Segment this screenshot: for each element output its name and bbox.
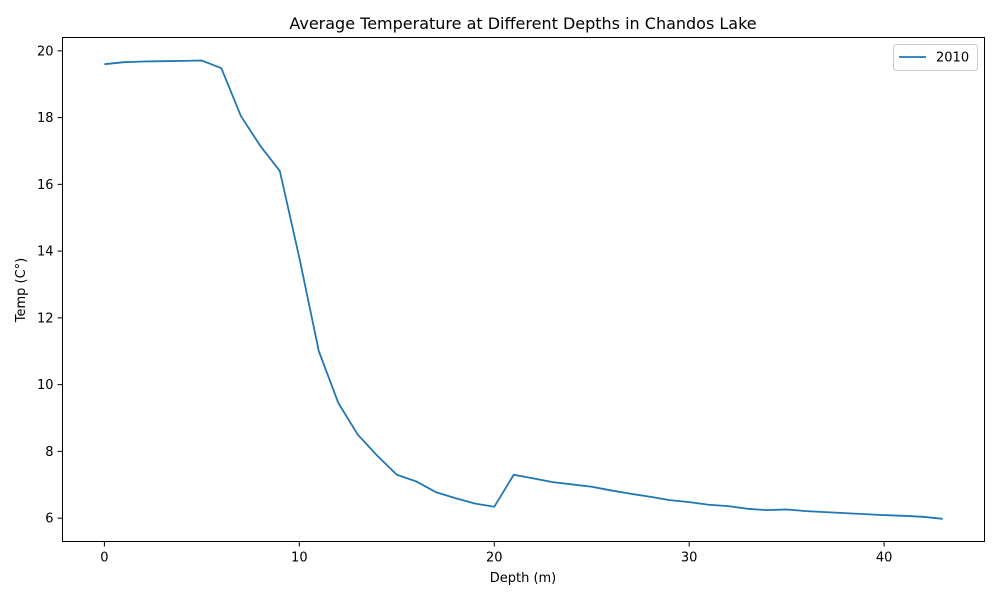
y-tick-label: 18: [37, 111, 54, 126]
y-tick-label: 10: [37, 378, 54, 393]
x-axis-label: Depth (m): [490, 571, 557, 586]
legend-label: 2010: [936, 51, 969, 66]
chart-title: Average Temperature at Different Depths …: [289, 14, 756, 33]
y-tick-label: 20: [37, 44, 54, 59]
y-tick-label: 16: [37, 178, 54, 193]
y-tick-label: 8: [45, 445, 53, 460]
y-axis-label: Temp (C°): [14, 258, 29, 324]
y-tick-label: 6: [45, 512, 53, 527]
x-axis-ticks: 0 10 20 30 40: [100, 541, 893, 566]
legend: 2010: [893, 44, 978, 71]
series-line-2010: [104, 59, 943, 520]
plot-layer: [104, 59, 943, 520]
y-tick-label: 14: [37, 245, 54, 260]
x-tick-label: 10: [291, 551, 308, 566]
plot-frame: [62, 37, 985, 542]
x-tick-label: 30: [681, 551, 698, 566]
legend-box: [893, 44, 978, 71]
x-tick-label: 40: [876, 551, 893, 566]
x-tick-label: 20: [486, 551, 503, 566]
y-tick-label: 12: [37, 311, 54, 326]
x-tick-label: 0: [100, 551, 108, 566]
y-axis-ticks: 6 8 10 12 14 16 18 20: [37, 44, 63, 527]
